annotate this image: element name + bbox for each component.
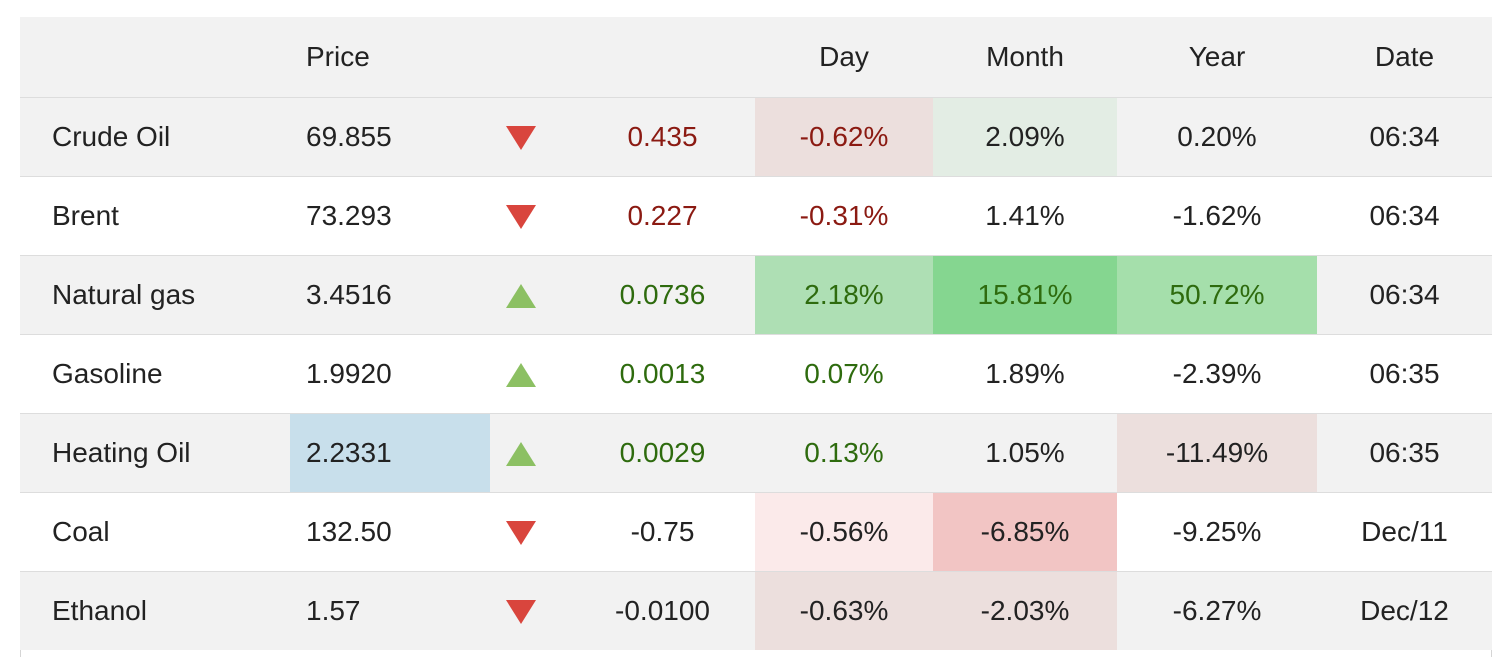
price-cell: 1.9920 (290, 333, 490, 413)
change-cell: -0.75 (570, 491, 755, 571)
header-year[interactable]: Year (1117, 17, 1317, 97)
table-header-row: Price Day Month Year Date (20, 17, 1492, 97)
commodity-name-link[interactable]: Crude Oil (20, 96, 290, 176)
day-percent-cell: 2.18% (755, 254, 933, 334)
trend-cell (490, 333, 570, 413)
change-cell: 0.0736 (570, 254, 755, 334)
change-cell: -0.0100 (570, 570, 755, 650)
month-percent-cell: 15.81% (933, 254, 1117, 334)
day-percent-cell: 0.07% (755, 333, 933, 413)
down-arrow-icon (506, 126, 536, 151)
date-cell: Dec/11 (1317, 491, 1492, 571)
commodities-table: Price Day Month Year Date Crude Oil 69.8… (20, 17, 1492, 650)
header-date[interactable]: Date (1317, 17, 1492, 97)
up-arrow-icon (506, 363, 536, 388)
commodity-name-link[interactable]: Ethanol (20, 570, 290, 650)
trend-cell (490, 412, 570, 492)
day-percent-cell: -0.31% (755, 175, 933, 255)
change-cell: 0.227 (570, 175, 755, 255)
change-cell: 0.435 (570, 96, 755, 176)
table-row: Gasoline 1.9920 0.0013 0.07% 1.89% -2.39… (20, 333, 1492, 413)
month-percent-cell: -2.03% (933, 570, 1117, 650)
commodities-table-container: Price Day Month Year Date Crude Oil 69.8… (20, 17, 1492, 657)
commodity-name-link[interactable]: Heating Oil (20, 412, 290, 492)
commodity-name-link[interactable]: Brent (20, 175, 290, 255)
table-row: Crude Oil 69.855 0.435 -0.62% 2.09% 0.20… (20, 96, 1492, 176)
year-percent-cell: -2.39% (1117, 333, 1317, 413)
year-percent-cell: -6.27% (1117, 570, 1317, 650)
date-cell: 06:34 (1317, 96, 1492, 176)
year-percent-cell: 0.20% (1117, 96, 1317, 176)
month-percent-cell: 2.09% (933, 96, 1117, 176)
trend-cell (490, 254, 570, 334)
day-percent-cell: 0.13% (755, 412, 933, 492)
price-cell: 73.293 (290, 175, 490, 255)
down-arrow-icon (506, 600, 536, 625)
commodity-name-link[interactable]: Natural gas (20, 254, 290, 334)
year-percent-cell: 50.72% (1117, 254, 1317, 334)
up-arrow-icon (506, 284, 536, 309)
price-cell: 1.57 (290, 570, 490, 650)
table-row: Coal 132.50 -0.75 -0.56% -6.85% -9.25% D… (20, 491, 1492, 571)
month-percent-cell: 1.05% (933, 412, 1117, 492)
day-percent-cell: -0.62% (755, 96, 933, 176)
table-row: Ethanol 1.57 -0.0100 -0.63% -2.03% -6.27… (20, 570, 1492, 650)
date-cell: Dec/12 (1317, 570, 1492, 650)
commodity-name-link[interactable]: Gasoline (20, 333, 290, 413)
change-cell: 0.0029 (570, 412, 755, 492)
price-cell: 69.855 (290, 96, 490, 176)
price-cell: 3.4516 (290, 254, 490, 334)
change-cell: 0.0013 (570, 333, 755, 413)
day-percent-cell: -0.63% (755, 570, 933, 650)
date-cell: 06:34 (1317, 254, 1492, 334)
month-percent-cell: 1.41% (933, 175, 1117, 255)
year-percent-cell: -9.25% (1117, 491, 1317, 571)
year-percent-cell: -1.62% (1117, 175, 1317, 255)
header-month[interactable]: Month (933, 17, 1117, 97)
trend-cell (490, 570, 570, 650)
down-arrow-icon (506, 521, 536, 546)
month-percent-cell: -6.85% (933, 491, 1117, 571)
month-percent-cell: 1.89% (933, 333, 1117, 413)
year-percent-cell: -11.49% (1117, 412, 1317, 492)
date-cell: 06:35 (1317, 333, 1492, 413)
header-arrow (490, 17, 570, 97)
header-name (20, 17, 290, 97)
down-arrow-icon (506, 205, 536, 230)
table-row: Brent 73.293 0.227 -0.31% 1.41% -1.62% 0… (20, 175, 1492, 255)
trend-cell (490, 175, 570, 255)
commodity-name-link[interactable]: Coal (20, 491, 290, 571)
price-cell: 2.2331 (290, 412, 490, 492)
header-day[interactable]: Day (755, 17, 933, 97)
header-change (570, 17, 755, 97)
day-percent-cell: -0.56% (755, 491, 933, 571)
up-arrow-icon (506, 442, 536, 467)
table-row: Natural gas 3.4516 0.0736 2.18% 15.81% 5… (20, 254, 1492, 334)
trend-cell (490, 96, 570, 176)
date-cell: 06:34 (1317, 175, 1492, 255)
trend-cell (490, 491, 570, 571)
price-cell: 132.50 (290, 491, 490, 571)
date-cell: 06:35 (1317, 412, 1492, 492)
header-price[interactable]: Price (290, 17, 490, 97)
table-row: Heating Oil 2.2331 0.0029 0.13% 1.05% -1… (20, 412, 1492, 492)
